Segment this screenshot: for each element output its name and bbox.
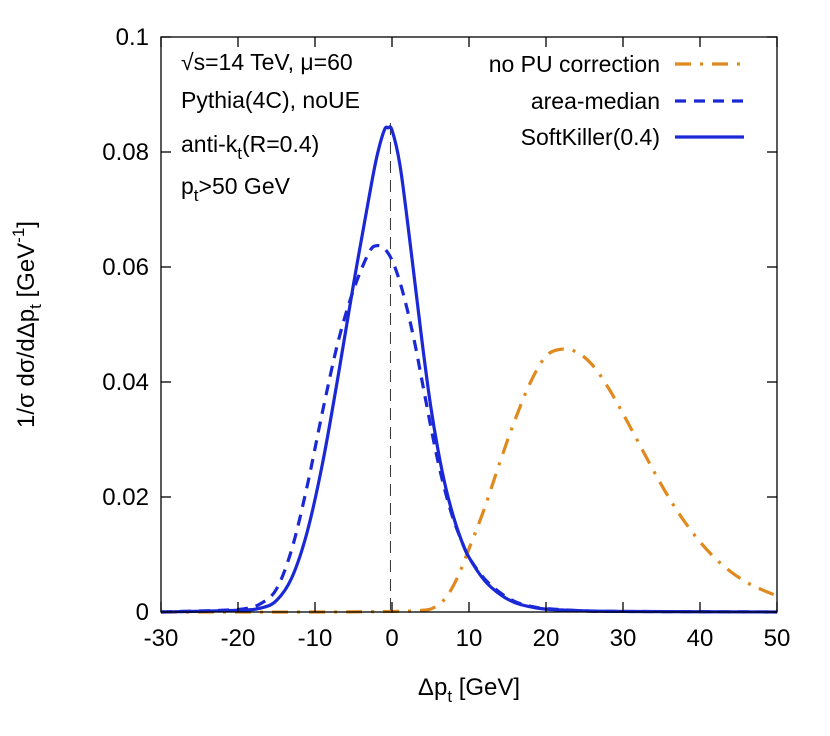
annotation-line: anti-kt(R=0.4) [181,131,319,163]
series-line-softkiller-0-4 [160,125,778,614]
annotation-line: Pythia(4C), noUE [181,87,360,113]
x-tick-label: -20 [221,625,256,652]
y-tick-label: 0.1 [116,24,149,51]
x-tick-label: 20 [533,625,560,652]
x-tick-label: -10 [298,625,333,652]
annotation-line: pt>50 GeV [181,173,291,205]
x-axis-title: Δpt [GeV] [418,674,520,706]
annotation-block: √s=14 TeV, μ=60 Pythia(4C), noUE anti-kt(R… [181,49,360,205]
annotation-line: √s=14 TeV, μ=60 [181,49,353,75]
x-tick-label: 30 [610,625,637,652]
legend-label: no PU correction [489,51,660,77]
y-tick-label: 0.06 [102,254,149,281]
x-tick-label: 40 [687,625,714,652]
series-layer [160,125,778,614]
plot-frame [160,36,778,613]
legend-label: area-median [531,88,660,114]
y-tick-label: 0.08 [102,139,149,166]
y-axis-title: 1/σ dσ/dΔpt [GeV-1] [9,221,45,428]
y-tick-label: 0.02 [102,484,149,511]
x-tick-label: -30 [144,625,179,652]
legend: no PU correction area-median SoftKiller(0.… [489,51,744,150]
series-line-no-pu-correction [160,347,778,614]
y-tick-label: 0.04 [102,369,149,396]
x-tick-label: 50 [764,625,791,652]
x-tick-label: 0 [385,625,398,652]
axes: -30 -20 -10 0 10 20 30 40 50 0 0.02 0.04 0.06 0.08 0.1… [9,24,790,706]
legend-label: SoftKiller(0.4) [521,124,660,150]
x-tick-label: 10 [456,625,483,652]
y-tick-label: 0 [136,599,149,626]
